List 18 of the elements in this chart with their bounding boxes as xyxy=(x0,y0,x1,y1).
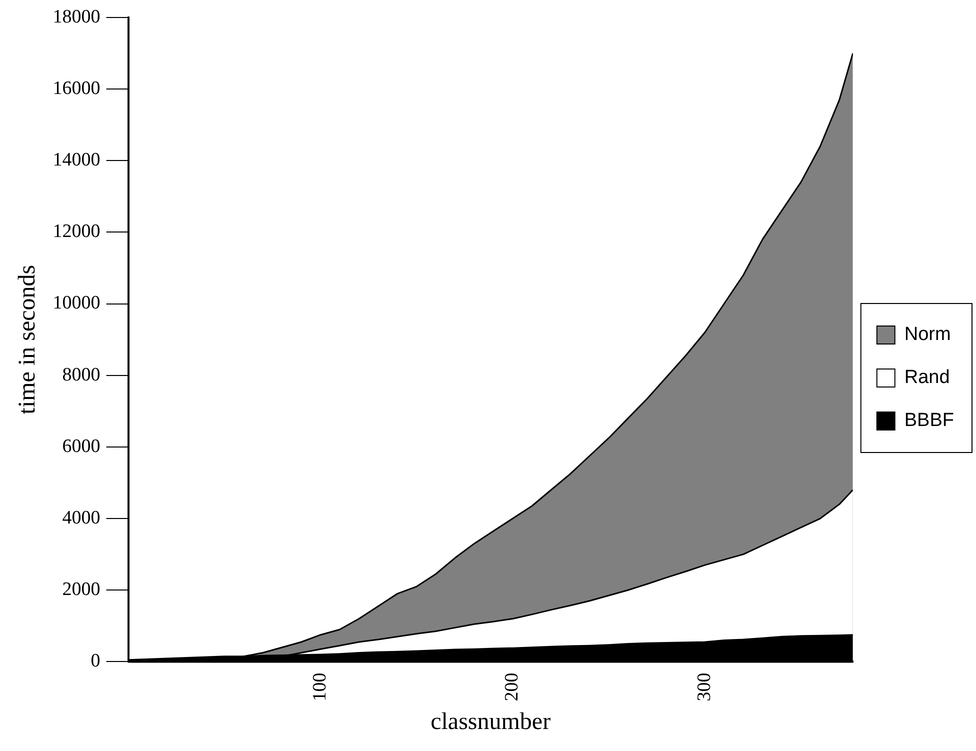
y-tick-label: 0 xyxy=(90,650,100,672)
x-axis-title: classnumber xyxy=(430,708,551,735)
y-tick-label: 14000 xyxy=(52,150,100,171)
legend-label: Norm xyxy=(904,324,951,346)
y-tick-label: 4000 xyxy=(62,508,100,529)
x-tick-label: 200 xyxy=(502,672,523,702)
y-tick-label: 8000 xyxy=(62,364,100,386)
y-tick-label: 18000 xyxy=(52,6,100,28)
y-tick-label: 10000 xyxy=(52,292,100,314)
legend-label: BBBF xyxy=(904,410,954,432)
y-tick-label: 12000 xyxy=(52,221,100,242)
x-tick-label: 100 xyxy=(309,672,330,702)
x-tick-label: 300 xyxy=(694,672,715,702)
y-tick-label: 6000 xyxy=(62,436,100,457)
y-tick-label: 2000 xyxy=(62,579,100,600)
legend-label: Rand xyxy=(904,367,950,388)
y-tick-label: 16000 xyxy=(52,78,100,99)
y-axis-title: time in seconds xyxy=(14,264,41,414)
